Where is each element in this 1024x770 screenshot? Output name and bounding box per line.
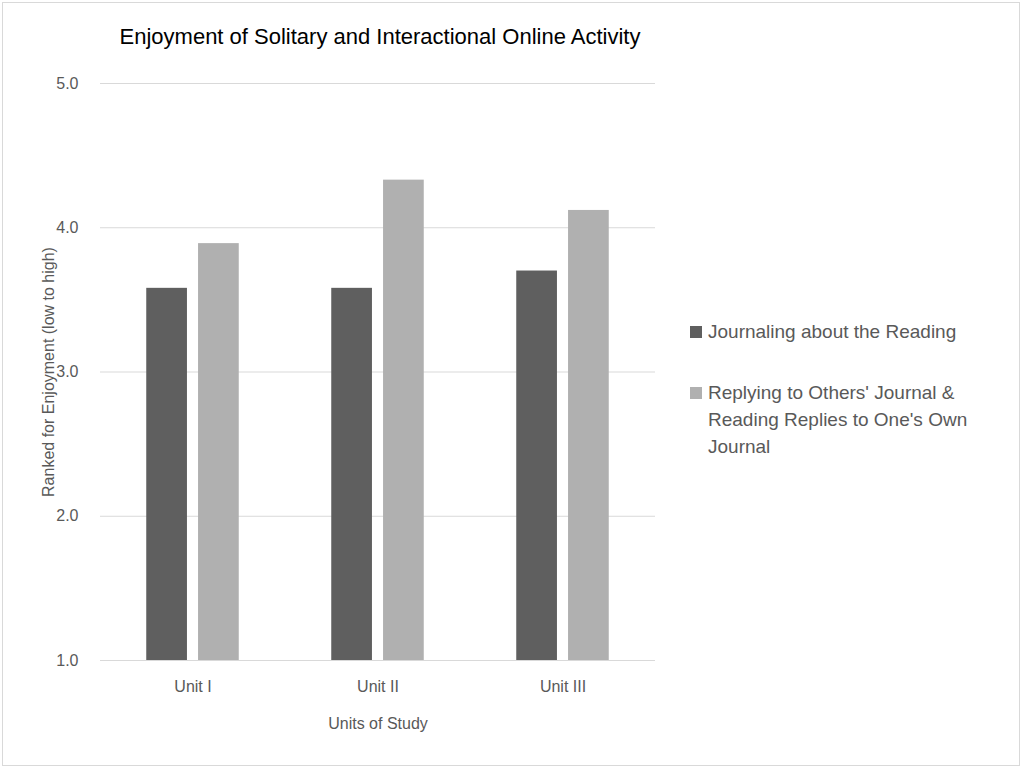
svg-text:Unit III: Unit III (540, 678, 586, 695)
svg-text:4.0: 4.0 (56, 219, 78, 236)
svg-text:Ranked for Enjoyment (low to h: Ranked for Enjoyment (low to high) (40, 247, 57, 497)
svg-text:Unit II: Unit II (357, 678, 399, 695)
html-text:Journaling about the Reading: Journaling about the Reading (708, 321, 957, 342)
svg-text:2.0: 2.0 (56, 507, 78, 524)
svg-text:Unit I: Unit I (174, 678, 211, 695)
html-text:Enjoyment of Solitary and Inte: Enjoyment of Solitary and Interactional … (119, 24, 641, 49)
svg-text:3.0: 3.0 (56, 363, 78, 380)
svg-text:5.0: 5.0 (56, 75, 78, 92)
svg-text:1.0: 1.0 (56, 652, 78, 669)
svg-text:Units of Study: Units of Study (328, 715, 428, 732)
html-text:Replying to Others' Journal &: Replying to Others' Journal & Reading Re… (708, 382, 968, 457)
